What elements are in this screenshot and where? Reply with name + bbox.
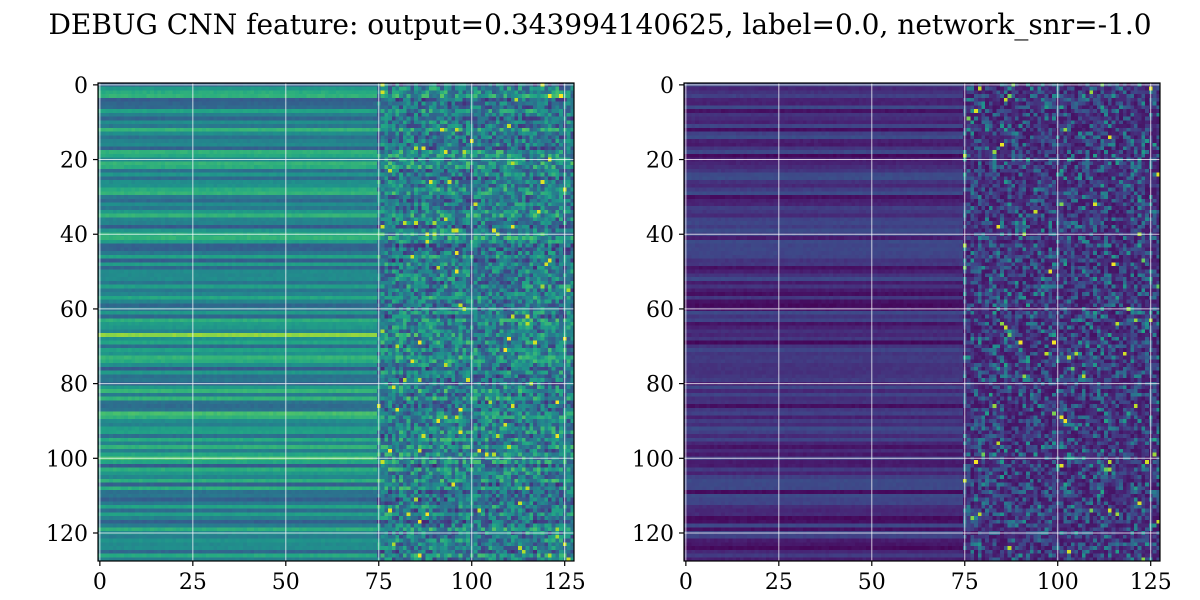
heatmap-image: [684, 83, 1160, 561]
axes-frame: [97, 82, 575, 562]
y-tick-label: 80: [646, 373, 674, 398]
heatmap-image: [98, 83, 574, 561]
y-tick-label: 60: [646, 298, 674, 323]
axes-frame: [683, 82, 1161, 562]
x-tick-label: 25: [765, 570, 793, 595]
heatmap-panel-left: 0 25 50 75 100 125 0 20 40 60 80 100 120: [46, 74, 586, 595]
x-tick-label: 50: [858, 570, 886, 595]
x-tick-label: 125: [1130, 570, 1172, 595]
y-tick-label: 20: [60, 149, 88, 174]
y-tick-label: 100: [632, 447, 674, 472]
x-tick-label: 100: [1037, 570, 1079, 595]
x-tick-label: 0: [93, 570, 107, 595]
x-tick-label: 50: [272, 570, 300, 595]
y-tick-label: 60: [60, 298, 88, 323]
x-tick-label: 0: [679, 570, 693, 595]
x-tick-label: 75: [365, 570, 393, 595]
y-tick-label: 80: [60, 373, 88, 398]
figure-title: DEBUG CNN feature: output=0.343994140625…: [48, 8, 1151, 41]
x-tick-label: 25: [179, 570, 207, 595]
y-tick-label: 0: [660, 74, 674, 99]
x-tick-label: 125: [544, 570, 586, 595]
y-tick-label: 100: [46, 447, 88, 472]
y-tick-label: 0: [74, 74, 88, 99]
y-tick-label: 40: [646, 223, 674, 248]
y-tick-label: 20: [646, 149, 674, 174]
y-tick-label: 40: [60, 223, 88, 248]
x-tick-label: 75: [951, 570, 979, 595]
y-tick-label: 120: [46, 522, 88, 547]
heatmap-panel-right: 0 25 50 75 100 125 0 20 40 60 80 100 120: [632, 74, 1172, 595]
x-tick-label: 100: [451, 570, 493, 595]
y-tick-label: 120: [632, 522, 674, 547]
